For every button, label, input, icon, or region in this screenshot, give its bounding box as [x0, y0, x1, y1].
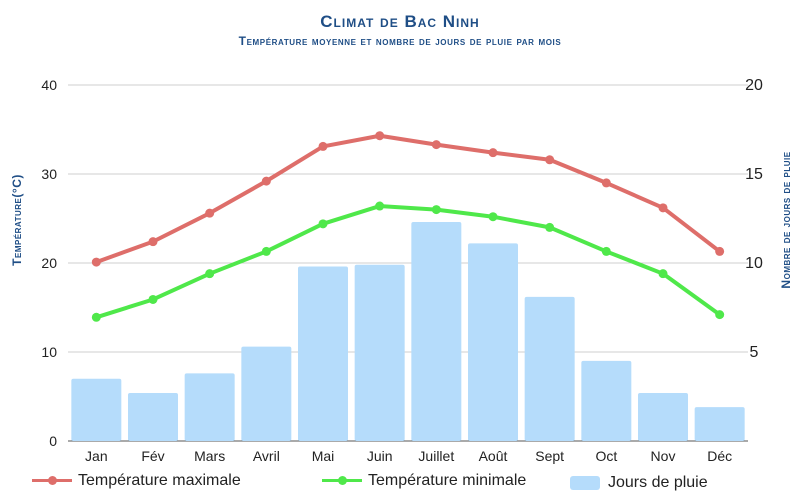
y-tick-left-label: 40 — [41, 77, 57, 93]
x-tick-label: Mars — [194, 448, 225, 464]
min-temp-point — [91, 312, 101, 322]
chart-title: Climat de Bac Ninh — [320, 12, 480, 31]
y-tick-left-label: 30 — [41, 166, 57, 182]
legend-label-min: Température minimale — [368, 472, 527, 489]
legend-item-max-temp: Température maximale — [32, 472, 241, 490]
min-temp-line — [94, 204, 722, 320]
max-temp-point — [431, 140, 441, 150]
legend-label-rain: Jours de pluie — [608, 474, 708, 491]
legend-swatch-rain-icon — [570, 475, 600, 490]
x-tick-label: Nov — [651, 448, 676, 464]
max-temp-point — [148, 237, 158, 247]
y-axis-right-title: Nombre de jours de pluie — [779, 151, 793, 288]
min-temp-point — [658, 269, 668, 279]
max-temp-point — [261, 176, 271, 186]
rain-bar — [581, 360, 632, 441]
max-temp-point — [91, 257, 101, 267]
y-axis-left-title: Température(°C) — [10, 174, 24, 266]
min-temp-point — [375, 201, 385, 211]
rain-bar — [128, 392, 178, 441]
legend-item-min-temp: Température minimale — [322, 472, 526, 490]
min-temp-point — [318, 219, 328, 229]
y-tick-left-label: 0 — [49, 433, 57, 449]
rain-bar — [411, 222, 462, 441]
min-temp-point — [205, 269, 215, 279]
chart-subtitle: Température moyenne et nombre de jours d… — [238, 34, 562, 48]
temperature-lines — [91, 131, 725, 322]
rain-bar — [468, 243, 518, 441]
max-temp-line — [94, 133, 722, 265]
x-tick-label: Sept — [535, 448, 564, 464]
rain-bars — [71, 222, 745, 441]
y-tick-right-label: 20 — [745, 77, 763, 94]
legend-line-min-icon — [322, 476, 362, 486]
y-tick-left-label: 20 — [41, 255, 57, 271]
min-temp-point — [545, 222, 555, 232]
max-temp-point — [658, 203, 668, 213]
rain-bar — [184, 373, 235, 441]
x-tick-label: Déc — [707, 448, 732, 464]
rain-bar — [71, 378, 122, 441]
x-tick-label: Avril — [253, 448, 280, 464]
max-temp-point — [318, 141, 328, 151]
x-tick-label: Août — [479, 448, 508, 464]
max-temp-point — [375, 131, 385, 141]
min-temp-point — [148, 294, 158, 304]
rain-bar — [524, 296, 575, 441]
max-temp-point — [488, 148, 498, 158]
min-temp-point — [488, 212, 498, 222]
x-tick-label: Oct — [595, 448, 617, 464]
y-tick-left-label: 10 — [41, 344, 57, 360]
min-temp-point — [601, 246, 611, 256]
x-tick-label: Mai — [312, 448, 335, 464]
y-tick-right-label: 5 — [750, 344, 759, 361]
min-temp-point — [261, 246, 271, 256]
max-temp-point — [545, 155, 555, 165]
max-temp-point — [601, 178, 611, 188]
x-tick-label: Juillet — [418, 448, 454, 464]
max-temp-point — [205, 208, 215, 218]
rain-bar — [298, 266, 348, 441]
legend-line-max-icon — [32, 476, 72, 486]
y-tick-right-label: 10 — [745, 255, 763, 272]
legend-label-max: Température maximale — [78, 472, 241, 489]
min-temp-point — [715, 310, 725, 320]
rain-bar — [638, 392, 688, 441]
min-temp-point — [431, 205, 441, 215]
max-temp-point — [715, 246, 725, 256]
x-tick-label: Jan — [85, 448, 108, 464]
legend-item-rain: Jours de pluie — [570, 474, 708, 492]
rain-bar — [694, 407, 745, 441]
x-tick-label: Fév — [141, 448, 164, 464]
rain-bar — [241, 346, 292, 441]
rain-bar — [354, 264, 405, 441]
x-tick-label: Juin — [367, 448, 393, 464]
axis-ticks: 0 10 20 30 40 5 10 15 20 Jan Fév Mars Avril Mai Juin Ju… — [41, 77, 763, 464]
y-tick-right-label: 15 — [745, 166, 763, 183]
